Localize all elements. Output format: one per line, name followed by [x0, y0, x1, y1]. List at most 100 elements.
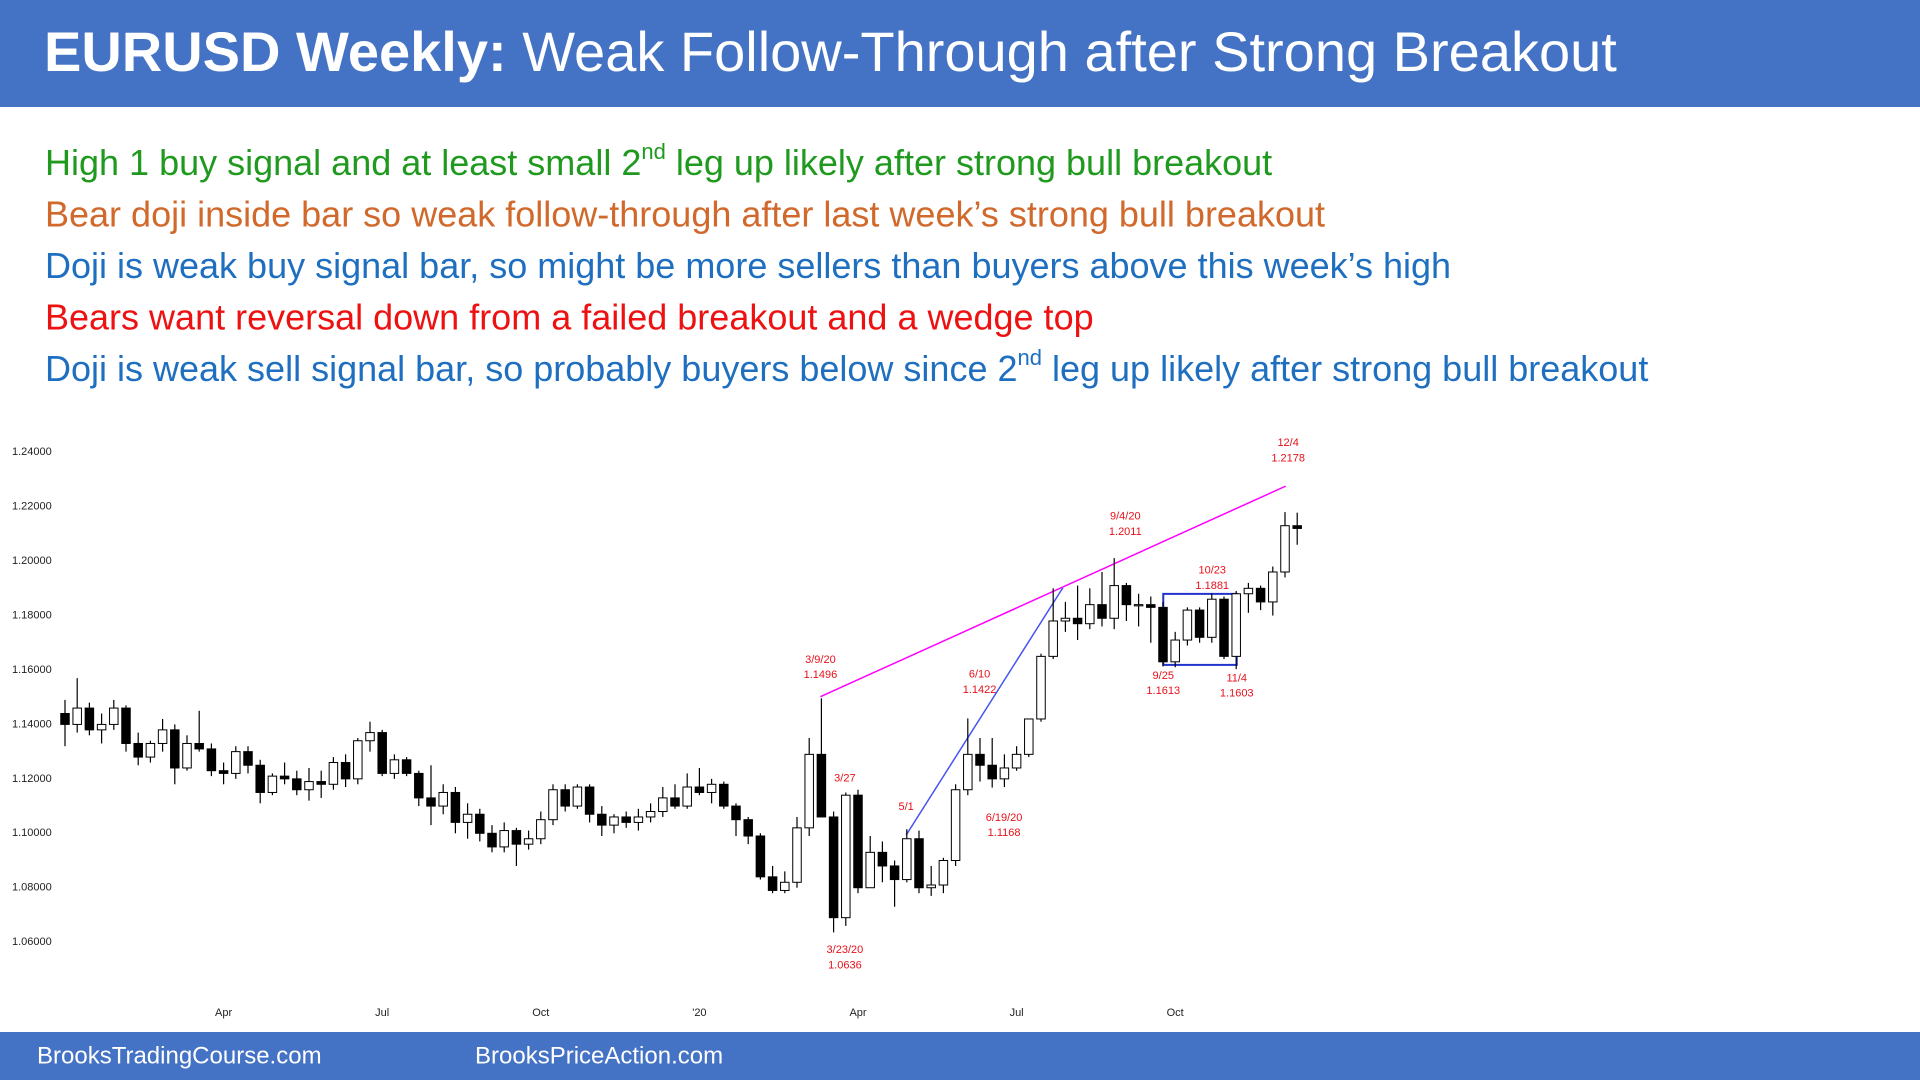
candle-body	[670, 797, 680, 807]
candle-body	[1280, 525, 1290, 573]
candle-body	[523, 838, 534, 845]
candle-body	[584, 786, 595, 815]
candle-body	[902, 838, 912, 881]
candle-body	[157, 729, 168, 744]
candle-body	[706, 783, 717, 793]
x-tick-label: Jul	[375, 1007, 389, 1019]
annotation: 6/10	[969, 669, 990, 681]
candle-body	[780, 881, 790, 891]
candle-body	[536, 819, 546, 840]
bullet-line: Doji is weak buy signal bar, so might be…	[45, 245, 1451, 286]
y-tick-label: 1.22000	[12, 501, 52, 513]
candle-body	[877, 851, 888, 867]
bullet-line: Doji is weak sell signal bar, so probabl…	[45, 345, 1648, 389]
candle-body	[170, 729, 180, 769]
candle-body	[719, 783, 729, 807]
bullet-text: Doji is weak buy signal bar, so might be…	[45, 245, 1451, 286]
annotation: 1.2011	[1109, 526, 1142, 538]
y-tick-label: 1.10000	[12, 827, 52, 839]
candle-body	[60, 713, 70, 725]
candle-body	[353, 740, 363, 780]
candle-body	[609, 816, 619, 826]
candle-body	[499, 830, 509, 848]
candle-body	[84, 707, 95, 731]
annotation: 9/4/20	[1110, 511, 1141, 523]
candle-body	[450, 791, 461, 823]
bullet-text: leg up likely after strong bull breakout	[1042, 348, 1648, 389]
bullet-text: Doji is weak sell signal bar, so probabl…	[45, 348, 1018, 389]
candle-body	[548, 789, 558, 821]
annotation: 3/27	[834, 773, 855, 785]
y-tick-label: 1.16000	[12, 664, 52, 676]
annotation: 1.1603	[1220, 688, 1254, 700]
candle-body	[792, 827, 802, 883]
candle-body	[182, 742, 192, 769]
candle-body	[1207, 598, 1217, 638]
annotation: 1.2178	[1271, 452, 1305, 464]
annotation: 1.0636	[828, 959, 862, 971]
footer-left: BrooksTradingCourse.com	[37, 1042, 322, 1069]
y-tick-label: 1.12000	[12, 773, 52, 785]
candle-body	[1133, 604, 1144, 607]
candle-body	[487, 832, 497, 848]
candle-body	[963, 753, 973, 791]
annotation: 9/25	[1153, 670, 1174, 682]
candle-body	[889, 865, 900, 881]
candle-body	[316, 781, 326, 785]
candle-body	[694, 786, 705, 793]
annotation: 10/23	[1198, 565, 1226, 577]
candle-body	[828, 816, 839, 919]
candle-body	[816, 753, 827, 818]
annotation: 11/4	[1226, 672, 1247, 684]
candle-body	[1060, 617, 1071, 622]
candle-body	[731, 805, 741, 821]
candle-body	[853, 794, 863, 889]
annotation: 3/23/20	[827, 944, 864, 956]
annotation: 1.1496	[804, 669, 838, 681]
candle-body	[1011, 753, 1022, 769]
candle-body	[255, 764, 265, 793]
y-tick-label: 1.18000	[12, 609, 52, 621]
candle-body	[658, 797, 668, 813]
candle-body	[987, 764, 997, 780]
candle-body	[1036, 655, 1046, 720]
candle-body	[121, 707, 131, 744]
title: EURUSD Weekly: Weak Follow-Through after…	[44, 20, 1617, 83]
candle-body	[975, 753, 985, 766]
candle-body	[621, 816, 631, 823]
y-tick-label: 1.06000	[12, 936, 52, 948]
candle-body	[1158, 606, 1168, 663]
candle-body	[865, 851, 875, 889]
candle-body	[938, 860, 949, 886]
footer-right: BrooksPriceAction.com	[475, 1042, 723, 1069]
candle-body	[426, 797, 436, 807]
candle-body	[1097, 604, 1107, 619]
candle-body	[462, 813, 473, 823]
x-tick-label: Jul	[1010, 1007, 1024, 1019]
candle-body	[109, 707, 119, 725]
candle-body	[133, 742, 143, 758]
candle-body	[1048, 620, 1058, 657]
header-bar	[0, 0, 1920, 107]
title-bold: EURUSD Weekly:	[44, 20, 507, 83]
footer-bar	[0, 1032, 1920, 1080]
candle-body	[1243, 587, 1254, 595]
title-rest: Weak Follow-Through after Strong Breakou…	[507, 20, 1618, 83]
candle-body	[1292, 525, 1302, 529]
candle-body	[292, 778, 302, 791]
candle-body	[1109, 585, 1119, 619]
annotation: 1.1613	[1146, 685, 1180, 697]
candle-body	[1268, 571, 1278, 603]
candle-body	[804, 753, 814, 829]
bullet-line: Bear doji inside bar so weak follow-thro…	[45, 193, 1325, 234]
candle-body	[475, 813, 485, 834]
annotation: 6/19/20	[986, 812, 1023, 824]
candle-body	[414, 772, 424, 799]
candle-body	[377, 732, 387, 774]
candle-body	[438, 791, 448, 807]
candle-body	[206, 748, 217, 772]
superscript: nd	[641, 139, 665, 164]
annotation: 3/9/20	[805, 654, 836, 666]
x-tick-label: '20	[692, 1007, 706, 1019]
